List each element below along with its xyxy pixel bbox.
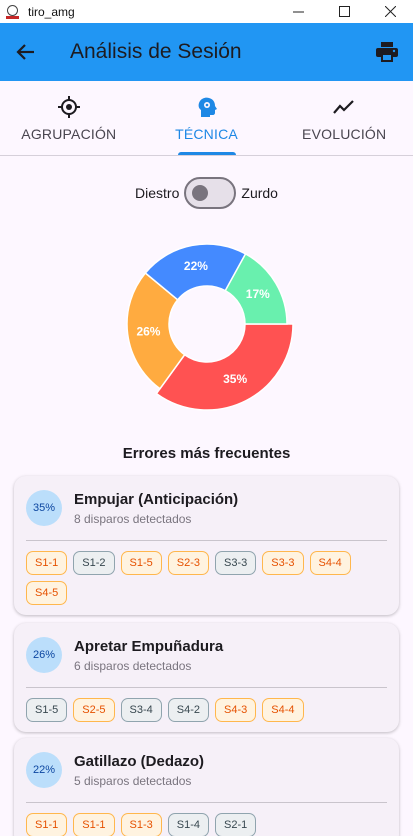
- error-percent-badge: 22%: [26, 752, 62, 788]
- shot-chip[interactable]: S2-3: [167, 551, 209, 575]
- app-bar: Análisis de Sesión: [0, 23, 413, 81]
- slice-label: 35%: [223, 372, 247, 386]
- arrow-back-icon: [16, 44, 34, 60]
- close-window-button[interactable]: [367, 0, 413, 23]
- switch-left-label: Diestro: [135, 185, 180, 201]
- crosshair-icon: [57, 96, 80, 118]
- shot-chip[interactable]: S3-4: [120, 698, 162, 722]
- window-title: tiro_amg: [28, 4, 75, 19]
- error-percent-badge: 35%: [26, 490, 62, 526]
- shot-chip[interactable]: S4-4: [262, 698, 304, 722]
- print-icon: [376, 42, 398, 62]
- shot-chip[interactable]: S3-3: [262, 551, 304, 575]
- donut-slice: [224, 252, 288, 325]
- shot-chip[interactable]: S4-3: [215, 698, 257, 722]
- shot-chip[interactable]: S2-5: [73, 698, 115, 722]
- shot-chip[interactable]: S4-2: [167, 698, 209, 722]
- error-card-gatillazo[interactable]: 22% Gatillazo (Dedazo) 5 disparos detect…: [14, 738, 399, 836]
- shot-chips: S1-1 S1-1 S1-3 S1-4 S2-1: [26, 813, 387, 836]
- shot-chip[interactable]: S4-4: [309, 551, 351, 575]
- trending-line-icon: [333, 100, 354, 114]
- handedness-row: Diestro Zurdo: [0, 176, 413, 210]
- error-card-apretar[interactable]: 26% Apretar Empuñadura 6 disparos detect…: [14, 623, 399, 732]
- switch-right-label: Zurdo: [241, 185, 278, 201]
- shot-chip[interactable]: S1-5: [26, 698, 68, 722]
- errors-section-title: Errores más frecuentes: [122, 445, 291, 462]
- shot-chip[interactable]: S1-1: [26, 813, 68, 836]
- card-divider: [26, 540, 387, 541]
- error-name: Gatillazo (Dedazo): [74, 752, 205, 770]
- error-detail: 5 disparos detectados: [74, 773, 192, 788]
- tab-evolucion[interactable]: EVOLUCIÓN: [275, 81, 413, 155]
- card-divider: [26, 687, 387, 688]
- error-detail: 6 disparos detectados: [74, 658, 192, 673]
- shot-chip[interactable]: S3-3: [215, 551, 257, 575]
- tab-label: AGRUPACIÓN: [21, 126, 117, 142]
- window-titlebar: tiro_amg: [0, 0, 413, 23]
- slice-label: 22%: [184, 259, 208, 273]
- error-distribution-donut-chart: 35% 26% 22% 17%: [126, 243, 294, 411]
- shot-chip[interactable]: S1-1: [26, 551, 68, 575]
- shot-chips: S1-5 S2-5 S3-4 S4-2 S4-3 S4-4: [26, 698, 387, 722]
- shot-chip[interactable]: S1-2: [73, 551, 115, 575]
- maximize-button[interactable]: [321, 0, 367, 23]
- error-name: Apretar Empuñadura: [74, 637, 224, 655]
- page-title: Análisis de Sesión: [70, 40, 242, 63]
- tab-tecnica[interactable]: TÉCNICA: [138, 81, 276, 155]
- error-name: Empujar (Anticipación): [74, 490, 239, 508]
- error-detail: 8 disparos detectados: [74, 511, 192, 526]
- shot-chip[interactable]: S4-5: [26, 581, 68, 605]
- tab-label: EVOLUCIÓN: [302, 126, 387, 142]
- minimize-button[interactable]: [275, 0, 321, 23]
- print-button[interactable]: [361, 23, 413, 81]
- donut-slice: [126, 271, 186, 390]
- shot-chip[interactable]: S1-5: [120, 551, 162, 575]
- handedness-switch[interactable]: [184, 177, 237, 209]
- shot-chip[interactable]: S2-1: [215, 813, 257, 836]
- tab-bar: AGRUPACIÓN TÉCNICA EVOLUCIÓN: [0, 81, 413, 156]
- shot-chip[interactable]: S1-1: [73, 813, 115, 836]
- psychology-head-icon: [198, 97, 217, 117]
- minimize-icon: [292, 11, 304, 13]
- app-logo-icon: [6, 4, 19, 19]
- close-icon: [384, 6, 396, 17]
- error-card-empujar[interactable]: 35% Empujar (Anticipación) 8 disparos de…: [14, 476, 399, 615]
- shot-chips: S1-1 S1-2 S1-5 S2-3 S3-3 S3-3 S4-4 S4-5: [26, 551, 387, 605]
- shot-chip[interactable]: S1-3: [120, 813, 162, 836]
- tab-agrupacion[interactable]: AGRUPACIÓN: [0, 81, 138, 155]
- card-divider: [26, 802, 387, 803]
- error-percent-badge: 26%: [26, 637, 62, 673]
- tab-label: TÉCNICA: [175, 126, 238, 142]
- switch-thumb: [192, 185, 209, 201]
- slice-label: 26%: [136, 324, 160, 338]
- maximize-icon: [338, 6, 350, 17]
- shot-chip[interactable]: S1-4: [167, 813, 209, 836]
- back-button[interactable]: [0, 23, 52, 81]
- donut-slice: [155, 323, 294, 411]
- slice-label: 17%: [246, 287, 270, 301]
